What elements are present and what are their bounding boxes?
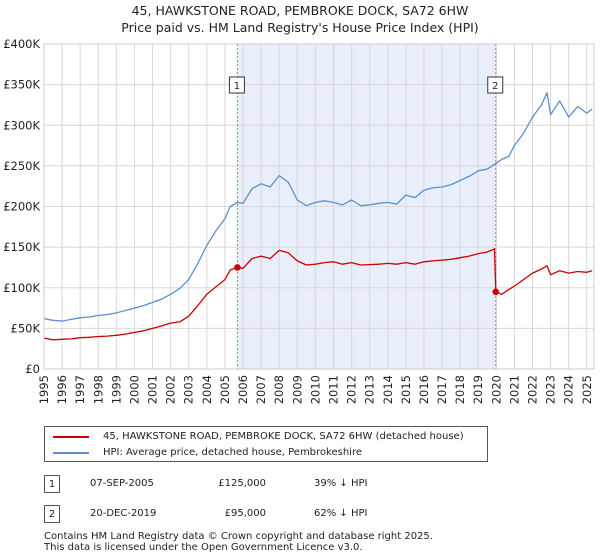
y-tick-label: £150K	[3, 240, 40, 254]
y-tick-label: £250K	[3, 159, 40, 173]
x-tick-label: 2006	[236, 375, 250, 404]
transaction-row: 2 20-DEC-2019 £95,000 62% ↓ HPI	[0, 505, 600, 525]
x-tick-label: 2013	[363, 375, 377, 404]
x-tick-label: 2001	[146, 375, 160, 404]
x-tick-label: 2000	[127, 375, 141, 404]
y-tick-label: £300K	[3, 118, 40, 132]
transaction-hpi: 62% ↓ HPI	[314, 508, 368, 519]
y-tick-label: £200K	[3, 200, 40, 214]
x-tick-label: 2023	[544, 375, 558, 404]
sale-marker-label: 1	[234, 81, 240, 92]
y-tick-label: £400K	[3, 37, 40, 51]
x-tick-label: 2007	[254, 375, 268, 404]
plot-frame	[43, 43, 595, 370]
hpi-line	[43, 92, 593, 322]
x-tick-label: 2016	[417, 375, 431, 404]
transaction-price: £125,000	[218, 478, 266, 489]
x-tick-label: 2024	[562, 375, 576, 404]
x-tick-label: 1996	[55, 375, 69, 404]
footer-line2: This data is licensed under the Open Gov…	[44, 542, 363, 553]
x-tick-label: 2002	[164, 375, 178, 404]
x-tick-label: 2008	[272, 375, 286, 404]
sale-point	[492, 288, 500, 296]
x-tick-label: 2004	[200, 375, 214, 404]
transaction-price: £95,000	[224, 508, 266, 519]
sale-marker-box	[487, 76, 504, 94]
legend: 45, HAWKSTONE ROAD, PEMBROKE DOCK, SA72 …	[44, 426, 488, 462]
x-tick-label: 2022	[525, 375, 539, 404]
x-tick-label: 2010	[308, 375, 322, 404]
transaction-row: 1 07-SEP-2005 £125,000 39% ↓ HPI	[0, 475, 600, 495]
transaction-hpi: 39% ↓ HPI	[314, 478, 368, 489]
transaction-date: 07-SEP-2005	[90, 478, 154, 489]
x-tick-label: 2014	[381, 375, 395, 404]
y-tick-label: £350K	[3, 78, 40, 92]
transaction-date: 20-DEC-2019	[90, 508, 157, 519]
y-tick-label: £50K	[11, 321, 41, 335]
y-tick-label: £100K	[3, 281, 40, 295]
x-tick-label: 2011	[326, 375, 340, 404]
x-tick-label: 2021	[507, 375, 521, 404]
footer: Contains HM Land Registry data © Crown c…	[44, 531, 433, 553]
x-tick-label: 1997	[73, 375, 87, 404]
sale-marker-label: 2	[492, 81, 498, 92]
legend-label-property: 45, HAWKSTONE ROAD, PEMBROKE DOCK, SA72 …	[103, 431, 464, 442]
transaction-number: 2	[44, 505, 60, 523]
property-price-line	[43, 248, 593, 341]
chart-title: 45, HAWKSTONE ROAD, PEMBROKE DOCK, SA72 …	[0, 2, 600, 36]
x-tick-label: 2017	[435, 375, 449, 404]
x-tick-label: 2020	[489, 375, 503, 404]
footer-line1: Contains HM Land Registry data © Crown c…	[44, 531, 433, 542]
x-tick-label: 1999	[109, 375, 123, 404]
sale-point	[234, 264, 241, 271]
x-tick-label: 2012	[345, 375, 359, 404]
x-tick-label: 1995	[37, 375, 51, 404]
price-chart: 1 2 £0 £50K £100K £150K £200K £250K £300K £350K £…	[3, 37, 595, 404]
x-tick-label: 2018	[453, 375, 467, 404]
chart-title-line1: 45, HAWKSTONE ROAD, PEMBROKE DOCK, SA72 …	[131, 3, 469, 18]
x-tick-label: 2019	[471, 375, 485, 404]
x-tick-label: 2015	[399, 375, 413, 404]
y-tick-label: £0	[25, 362, 40, 376]
x-tick-label: 2009	[290, 375, 304, 404]
x-tick-label: 1998	[91, 375, 105, 404]
chart-title-line2: Price paid vs. HM Land Registry's House …	[121, 20, 479, 35]
sale-marker-box	[228, 76, 245, 94]
x-tick-label: 2005	[218, 375, 232, 404]
legend-line-property	[53, 436, 89, 438]
x-tick-label: 2003	[182, 375, 196, 404]
legend-label-hpi: HPI: Average price, detached house, Pemb…	[103, 447, 362, 458]
legend-line-hpi	[53, 452, 89, 454]
x-tick-label: 2025	[580, 375, 594, 404]
transaction-number: 1	[44, 475, 60, 493]
